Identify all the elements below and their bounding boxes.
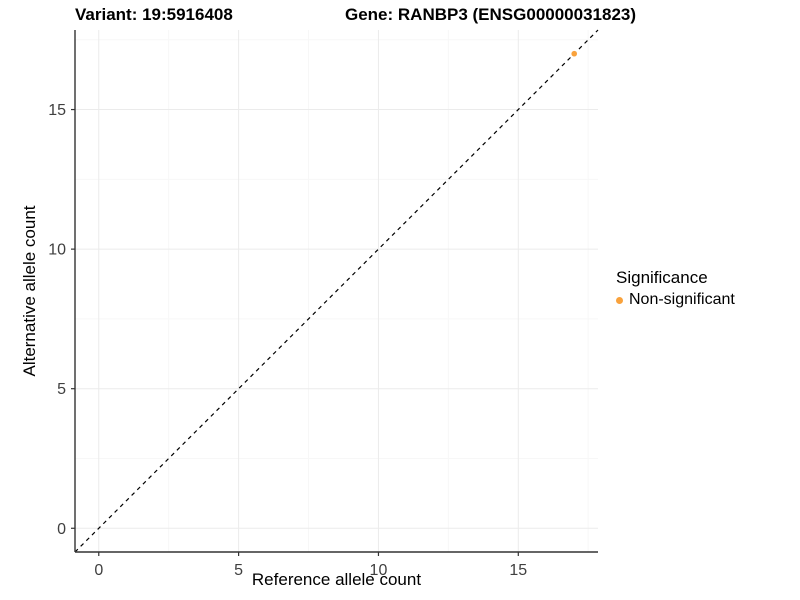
y-tick-label: 5	[57, 381, 66, 398]
legend-item: Non-significant	[616, 291, 735, 309]
y-tick-label: 15	[48, 102, 66, 119]
data-point-non-significant	[571, 50, 578, 57]
legend-title: Significance	[616, 268, 708, 287]
legend: Significance Non-significant	[616, 268, 735, 309]
plot-title-variant: Variant: 19:5916408	[75, 5, 233, 24]
x-tick-label: 10	[370, 562, 388, 579]
plot-title-gene: Gene: RANBP3 (ENSG00000031823)	[345, 5, 637, 24]
y-tick-label: 0	[57, 521, 66, 538]
legend-item-label: Non-significant	[629, 291, 735, 308]
y-axis-label: Alternative allele count	[20, 205, 39, 377]
x-tick-label: 5	[234, 562, 243, 579]
x-tick-label: 0	[94, 562, 103, 579]
y-tick-label: 10	[48, 242, 66, 259]
identity-dashed-line	[74, 29, 599, 553]
x-tick-label: 15	[509, 562, 527, 579]
legend-key-dot-icon	[616, 296, 623, 304]
x-axis-label: Reference allele count	[251, 570, 422, 589]
